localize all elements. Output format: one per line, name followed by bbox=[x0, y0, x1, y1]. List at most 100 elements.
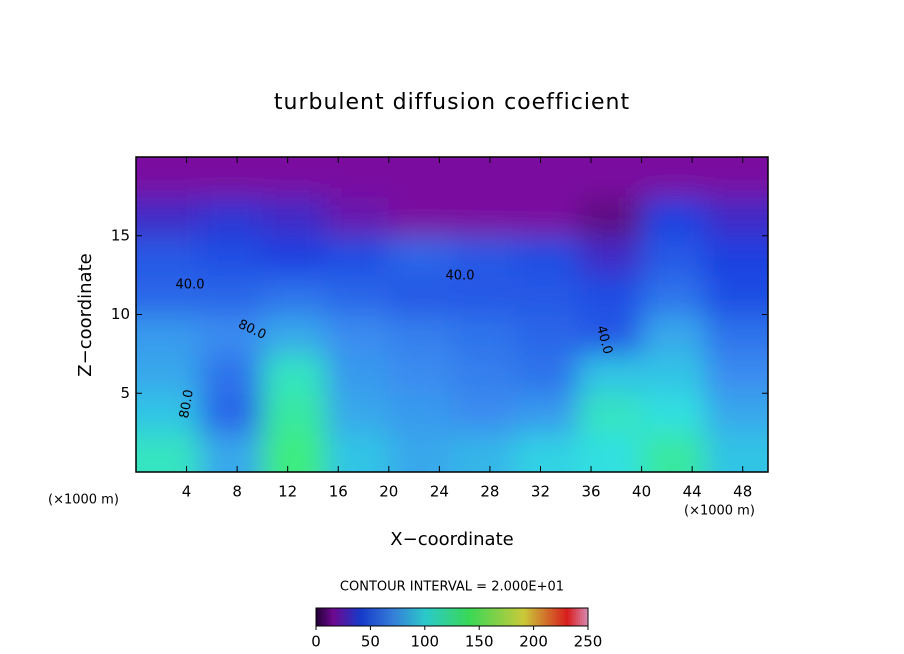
colorbar-strip bbox=[474, 608, 476, 626]
colorbar-strip bbox=[390, 608, 392, 626]
colorbar-strip bbox=[582, 608, 584, 626]
colorbar-strip bbox=[528, 608, 530, 626]
colorbar-strip bbox=[372, 608, 374, 626]
colorbar-strip bbox=[428, 608, 430, 626]
colorbar-strip bbox=[556, 608, 558, 626]
contour-interval: CONTOUR INTERVAL = 2.000E+01 bbox=[340, 580, 564, 595]
colorbar-strip bbox=[424, 608, 426, 626]
colorbar-strip bbox=[482, 608, 484, 626]
colorbar-strip bbox=[544, 608, 546, 626]
colorbar-strip bbox=[464, 608, 466, 626]
y-tick-label: 5 bbox=[120, 384, 130, 402]
cell bbox=[325, 314, 390, 355]
colorbar-strip bbox=[438, 608, 440, 626]
colorbar-strip bbox=[354, 608, 356, 626]
colorbar-strip bbox=[538, 608, 540, 626]
cell bbox=[262, 353, 327, 395]
colorbar-strip bbox=[542, 608, 544, 626]
colorbar-strip bbox=[586, 608, 588, 626]
colorbar-strip bbox=[512, 608, 514, 626]
cell bbox=[388, 196, 453, 237]
colorbar-strip bbox=[334, 608, 336, 626]
cell bbox=[136, 275, 201, 316]
cell bbox=[452, 235, 517, 277]
cell bbox=[704, 432, 768, 472]
cell bbox=[262, 235, 327, 277]
cell bbox=[641, 432, 706, 472]
colorbar-strip bbox=[468, 608, 470, 626]
cell bbox=[704, 235, 768, 277]
cell bbox=[704, 353, 768, 395]
cell bbox=[578, 275, 643, 316]
colorbar-strip bbox=[350, 608, 352, 626]
colorbar-strip bbox=[496, 608, 498, 626]
cell bbox=[578, 157, 643, 198]
colorbar-strip bbox=[456, 608, 458, 626]
colorbar-strip bbox=[458, 608, 460, 626]
cell bbox=[452, 314, 517, 355]
cell bbox=[262, 157, 327, 198]
cell bbox=[199, 275, 264, 316]
x-tick-label: 8 bbox=[232, 483, 242, 501]
colorbar-strip bbox=[518, 608, 520, 626]
colorbar-strip bbox=[392, 608, 394, 626]
colorbar-strip bbox=[416, 608, 418, 626]
cell bbox=[641, 157, 706, 198]
cell bbox=[578, 393, 643, 434]
colorbar-strip bbox=[436, 608, 438, 626]
cell bbox=[641, 314, 706, 355]
cell bbox=[452, 157, 517, 198]
cell bbox=[641, 393, 706, 434]
colorbar-tick-label: 50 bbox=[361, 633, 380, 651]
colorbar-strip bbox=[564, 608, 566, 626]
colorbar-strip bbox=[338, 608, 340, 626]
colorbar-strip bbox=[492, 608, 494, 626]
colorbar-strip bbox=[566, 608, 568, 626]
colorbar-strip bbox=[320, 608, 322, 626]
x-tick-label: 4 bbox=[182, 483, 192, 501]
cell bbox=[136, 196, 201, 237]
colorbar-strip bbox=[584, 608, 586, 626]
colorbar-strip bbox=[514, 608, 516, 626]
colorbar-strip bbox=[362, 608, 364, 626]
colorbar-strip bbox=[378, 608, 380, 626]
colorbar-strip bbox=[510, 608, 512, 626]
colorbar-strip bbox=[368, 608, 370, 626]
cell bbox=[704, 393, 768, 434]
colorbar-strip bbox=[502, 608, 504, 626]
cell bbox=[199, 353, 264, 395]
cell bbox=[136, 353, 201, 395]
colorbar-strip bbox=[450, 608, 452, 626]
colorbar-strip bbox=[462, 608, 464, 626]
colorbar-strip bbox=[336, 608, 338, 626]
cell bbox=[262, 275, 327, 316]
cell bbox=[704, 196, 768, 237]
cell bbox=[199, 393, 264, 434]
cell bbox=[388, 353, 453, 395]
colorbar-strip bbox=[552, 608, 554, 626]
cell bbox=[388, 314, 453, 355]
cell bbox=[388, 157, 453, 198]
cell bbox=[641, 275, 706, 316]
colorbar-strip bbox=[322, 608, 324, 626]
colorbar-strip bbox=[572, 608, 574, 626]
cell bbox=[515, 157, 580, 198]
cell bbox=[704, 314, 768, 355]
colorbar-strip bbox=[524, 608, 526, 626]
colorbar-strip bbox=[324, 608, 326, 626]
cell bbox=[515, 275, 580, 316]
contour-label: 40.0 bbox=[593, 324, 615, 356]
cell bbox=[199, 235, 264, 277]
colorbar-strip bbox=[386, 608, 388, 626]
colorbar-strip bbox=[404, 608, 406, 626]
cell bbox=[388, 393, 453, 434]
x-tick-label: 44 bbox=[683, 483, 702, 501]
colorbar-strip bbox=[562, 608, 564, 626]
colorbar-frame bbox=[315, 607, 589, 627]
colorbar-strip bbox=[448, 608, 450, 626]
colorbar-strip bbox=[484, 608, 486, 626]
colorbar-strip bbox=[460, 608, 462, 626]
cell bbox=[136, 432, 201, 472]
colorbar-strip bbox=[516, 608, 518, 626]
x-tick-label: 28 bbox=[480, 483, 499, 501]
